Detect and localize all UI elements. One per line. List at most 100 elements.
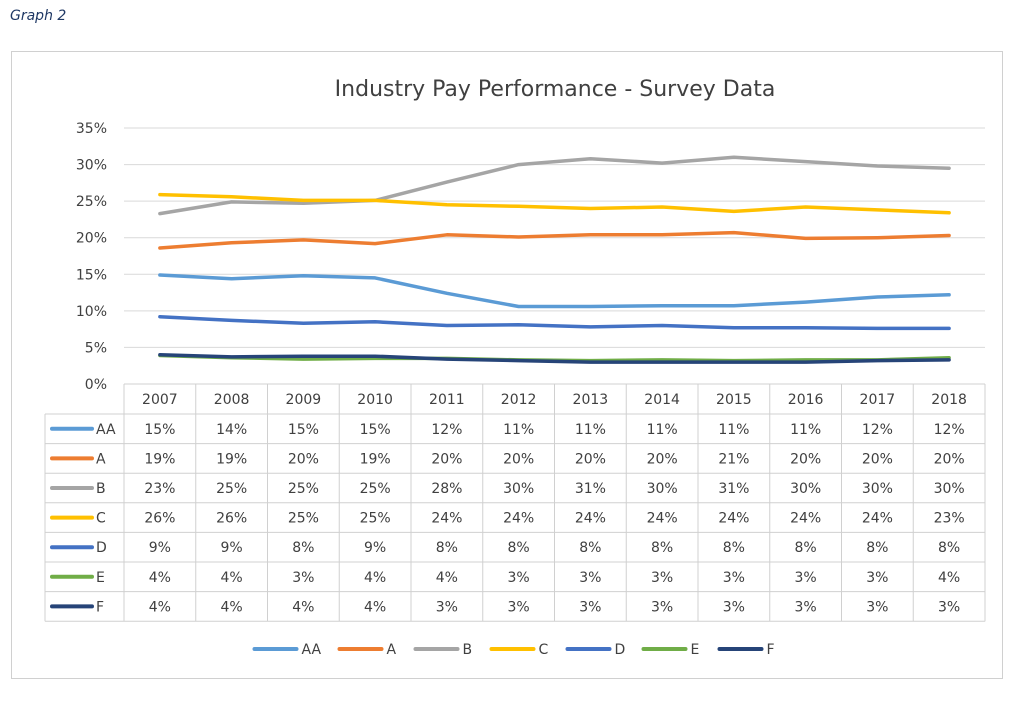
y-tick-label: 15% xyxy=(76,267,107,283)
table-cell-value: 11% xyxy=(718,422,749,438)
table-cell-value: 30% xyxy=(503,481,534,497)
table-cell-value: 3% xyxy=(651,599,673,615)
table-cell-value: 25% xyxy=(288,511,319,527)
table-cell-value: 20% xyxy=(503,451,534,467)
y-tick-label: 10% xyxy=(76,304,107,320)
legend-label: B xyxy=(463,642,473,658)
table-cell-value: 20% xyxy=(431,451,462,467)
table-cell-value: 12% xyxy=(431,422,462,438)
table-cell-value: 31% xyxy=(575,481,606,497)
legend-label: D xyxy=(615,642,626,658)
series-line-a xyxy=(158,230,951,250)
table-cell-value: 8% xyxy=(508,540,530,556)
table-series-label: D xyxy=(96,540,107,556)
table-cell-value: 3% xyxy=(508,570,530,586)
x-category-label: 2014 xyxy=(644,392,680,408)
table-series-label: C xyxy=(96,511,106,527)
table-cell-value: 24% xyxy=(575,511,606,527)
table-series-label: B xyxy=(96,481,106,497)
series-lines xyxy=(158,155,951,364)
x-category-label: 2015 xyxy=(716,392,752,408)
legend-label: F xyxy=(767,642,775,658)
x-category-label: 2016 xyxy=(788,392,824,408)
table-cell-value: 15% xyxy=(360,422,391,438)
table-series-label: E xyxy=(96,570,105,586)
table-cell-value: 24% xyxy=(718,511,749,527)
table-cell-value: 8% xyxy=(579,540,601,556)
table-cell-value: 4% xyxy=(364,570,386,586)
series-line-aa xyxy=(158,273,951,309)
y-tick-label: 30% xyxy=(76,158,107,174)
table-cell-value: 4% xyxy=(149,570,171,586)
legend-label: C xyxy=(539,642,549,658)
table-cell-value: 24% xyxy=(431,511,462,527)
table-cell-value: 30% xyxy=(647,481,678,497)
table-cell-value: 11% xyxy=(503,422,534,438)
table-cell-value: 26% xyxy=(144,511,175,527)
table-cell-value: 26% xyxy=(216,511,247,527)
chart-frame xyxy=(11,51,1003,679)
table-cell-value: 3% xyxy=(723,599,745,615)
y-tick-label: 20% xyxy=(76,231,107,247)
table-cell-value: 3% xyxy=(723,570,745,586)
x-category-label: 2007 xyxy=(142,392,178,408)
table-cell-value: 4% xyxy=(221,570,243,586)
table-cell-value: 8% xyxy=(795,540,817,556)
table-cell-value: 3% xyxy=(866,599,888,615)
legend-label: A xyxy=(387,642,397,658)
table-cell-value: 21% xyxy=(718,451,749,467)
table-cell-value: 15% xyxy=(144,422,175,438)
table-cell-value: 4% xyxy=(221,599,243,615)
y-tick-label: 0% xyxy=(85,377,107,393)
table-cell-value: 3% xyxy=(938,599,960,615)
table-cell-value: 3% xyxy=(579,599,601,615)
table-cell-value: 20% xyxy=(790,451,821,467)
y-tick-label: 35% xyxy=(76,121,107,137)
x-category-label: 2008 xyxy=(214,392,250,408)
table-cell-value: 4% xyxy=(149,599,171,615)
table-cell-value: 31% xyxy=(718,481,749,497)
table-cell-value: 24% xyxy=(790,511,821,527)
table-cell-value: 11% xyxy=(790,422,821,438)
table-cell-value: 12% xyxy=(934,422,965,438)
table-cell-value: 30% xyxy=(790,481,821,497)
table-cell-value: 4% xyxy=(436,570,458,586)
table-cell-value: 23% xyxy=(934,511,965,527)
table-cell-value: 3% xyxy=(866,570,888,586)
data-table: 2007 2008 2009 2010 2011 2012 2013 2014 2015 2016… xyxy=(44,383,986,622)
table-cell-value: 8% xyxy=(651,540,673,556)
y-tick-label: 5% xyxy=(85,340,107,356)
table-cell-value: 23% xyxy=(144,481,175,497)
legend-label: AA xyxy=(302,642,322,658)
x-category-label: 2012 xyxy=(501,392,537,408)
table-cell-value: 8% xyxy=(723,540,745,556)
x-category-label: 2010 xyxy=(357,392,393,408)
table-cell-value: 8% xyxy=(866,540,888,556)
table-cell-value: 20% xyxy=(862,451,893,467)
table-cell-value: 20% xyxy=(575,451,606,467)
table-cell-value: 24% xyxy=(647,511,678,527)
table-cell-value: 30% xyxy=(862,481,893,497)
table-cell-value: 28% xyxy=(431,481,462,497)
legend: AA A B C D E F xyxy=(252,642,775,658)
table-cell-value: 15% xyxy=(288,422,319,438)
table-cell-value: 8% xyxy=(436,540,458,556)
table-cell-value: 3% xyxy=(579,570,601,586)
table-cell-value: 25% xyxy=(288,481,319,497)
table-cell-value: 19% xyxy=(216,451,247,467)
x-category-label: 2017 xyxy=(860,392,896,408)
series-line-b xyxy=(158,155,951,216)
figure-caption: Graph 2 xyxy=(10,8,67,24)
table-cell-value: 14% xyxy=(216,422,247,438)
table-cell-value: 24% xyxy=(862,511,893,527)
table-cell-value: 11% xyxy=(647,422,678,438)
table-series-label: A xyxy=(96,451,106,467)
chart-title: Industry Pay Performance - Survey Data xyxy=(335,77,776,102)
table-cell-value: 3% xyxy=(508,599,530,615)
series-line-d xyxy=(158,314,951,331)
table-cell-value: 30% xyxy=(934,481,965,497)
table-cell-value: 3% xyxy=(292,570,314,586)
table-series-label: AA xyxy=(96,422,116,438)
y-axis-ticks: 0% 5% 10% 15% 20% 25% 30% 35% xyxy=(76,121,107,393)
